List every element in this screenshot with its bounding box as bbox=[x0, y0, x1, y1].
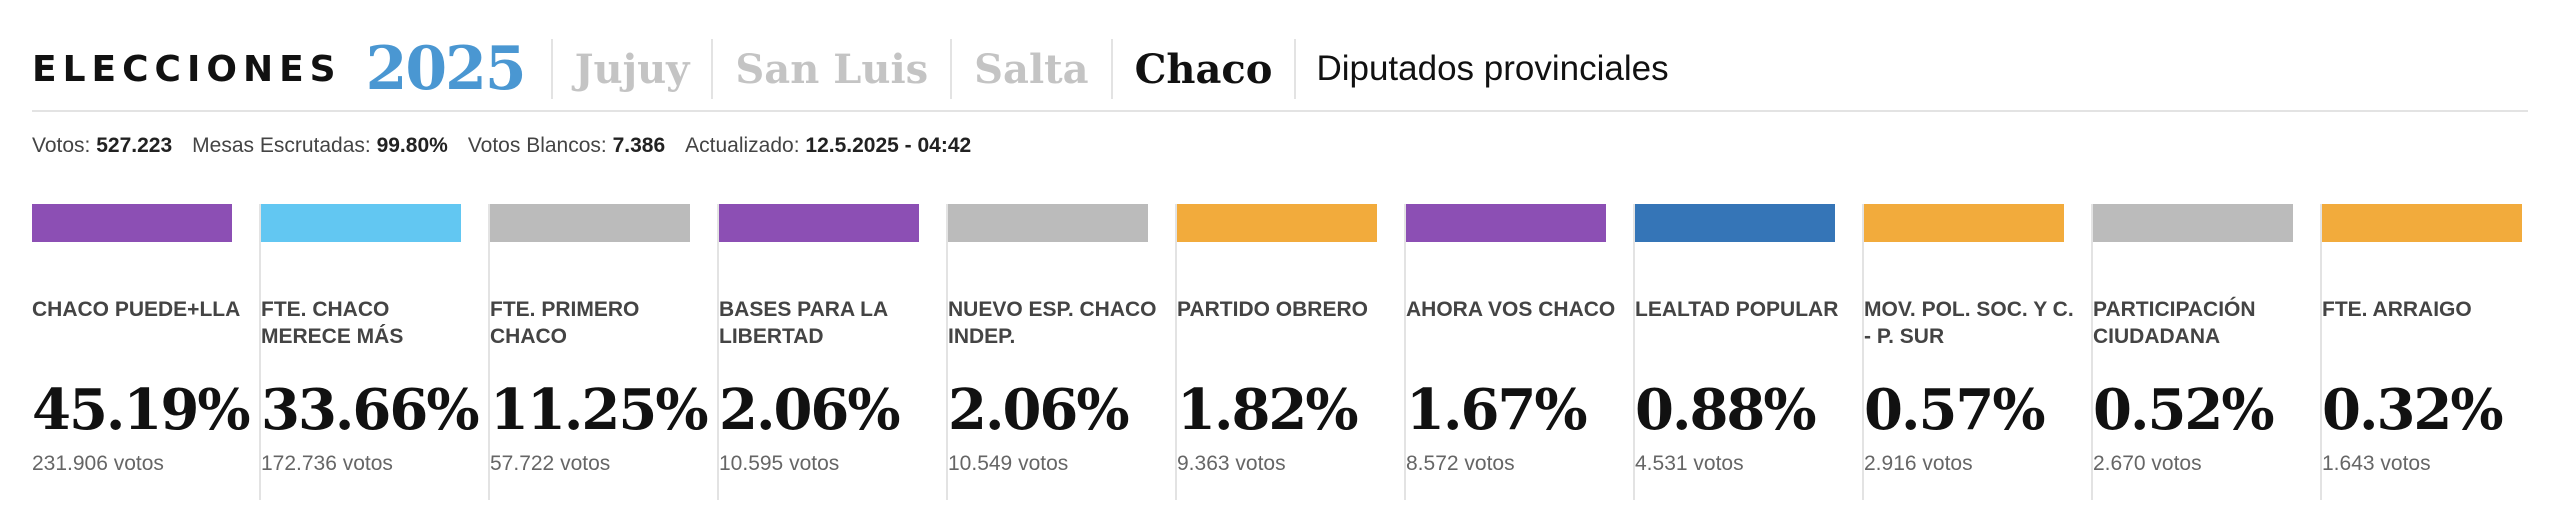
card-divider bbox=[717, 204, 719, 500]
card-divider bbox=[2091, 204, 2093, 500]
party-color-bar bbox=[1635, 204, 1835, 242]
header: ELECCIONES 2025 Jujuy San Luis Salta Cha… bbox=[32, 28, 2528, 112]
party-percentage: 0.88% bbox=[1635, 377, 1817, 443]
party-color-bar bbox=[1177, 204, 1377, 242]
party-percentage: 11.25% bbox=[490, 377, 709, 443]
party-color-bar bbox=[2322, 204, 2522, 242]
party-name: MOV. POL. SOC. Y C. - P. SUR bbox=[1864, 298, 2074, 348]
party-name: FTE. ARRAIGO bbox=[2322, 298, 2472, 321]
party-name: BASES PARA LA LIBERTAD bbox=[719, 298, 888, 348]
party-color-bar bbox=[1406, 204, 1606, 242]
card-divider bbox=[946, 204, 948, 500]
party-percentage: 1.82% bbox=[1177, 377, 1359, 443]
brand-year: 2025 bbox=[365, 34, 527, 104]
results-cards: CHACO PUEDE+LLA 45.19% 231.906 votos FTE. C… bbox=[0, 204, 2560, 500]
nav-item-salta[interactable]: Salta bbox=[950, 39, 1110, 99]
party-name: AHORA VOS CHACO bbox=[1406, 298, 1616, 321]
party-card[interactable]: MOV. POL. SOC. Y C. - P. SUR 0.57% 2.916 v… bbox=[1864, 204, 2093, 500]
party-name: PARTIDO OBRERO bbox=[1177, 298, 1368, 321]
party-card[interactable]: FTE. ARRAIGO 0.32% 1.643 votos bbox=[2322, 204, 2551, 500]
party-name: NUEVO ESP. CHACO INDEP. bbox=[948, 298, 1157, 348]
party-card[interactable]: LEALTAD POPULAR 0.88% 4.531 votos bbox=[1635, 204, 1864, 500]
party-color-bar bbox=[2093, 204, 2293, 242]
party-votes: 4.531 votos bbox=[1635, 452, 1744, 475]
card-divider bbox=[2320, 204, 2322, 500]
party-votes: 9.363 votos bbox=[1177, 452, 1286, 475]
card-divider bbox=[1633, 204, 1635, 500]
party-color-bar bbox=[32, 204, 232, 242]
nav-item-jujuy[interactable]: Jujuy bbox=[550, 39, 712, 99]
party-votes: 8.572 votos bbox=[1406, 452, 1515, 475]
summary-stats: Votos: 527.223 Mesas Escrutadas: 99.80% … bbox=[32, 134, 991, 158]
party-color-bar bbox=[1864, 204, 2064, 242]
party-card[interactable]: PARTIDO OBRERO 1.82% 9.363 votos bbox=[1177, 204, 1406, 500]
card-divider bbox=[488, 204, 490, 500]
party-card[interactable]: BASES PARA LA LIBERTAD 2.06% 10.595 votos bbox=[719, 204, 948, 500]
party-color-bar bbox=[261, 204, 461, 242]
stat-votos: Votos: 527.223 bbox=[32, 134, 173, 157]
party-percentage: 2.06% bbox=[719, 377, 901, 443]
party-percentage: 33.66% bbox=[261, 377, 480, 443]
party-name: PARTICIPACIÓN CIUDADANA bbox=[2093, 298, 2256, 348]
card-divider bbox=[259, 204, 261, 500]
card-divider bbox=[1862, 204, 1864, 500]
card-divider bbox=[1404, 204, 1406, 500]
party-name: FTE. CHACO MERECE MÁS bbox=[261, 298, 404, 348]
province-nav: Jujuy San Luis Salta Chaco bbox=[550, 39, 1295, 99]
party-percentage: 45.19% bbox=[32, 377, 251, 443]
party-votes: 1.643 votos bbox=[2322, 452, 2431, 475]
party-votes: 2.916 votos bbox=[1864, 452, 1973, 475]
party-votes: 57.722 votos bbox=[490, 452, 611, 475]
party-card[interactable]: AHORA VOS CHACO 1.67% 8.572 votos bbox=[1406, 204, 1635, 500]
nav-item-san-luis[interactable]: San Luis bbox=[711, 39, 950, 99]
party-card[interactable]: NUEVO ESP. CHACO INDEP. 2.06% 10.549 votos bbox=[948, 204, 1177, 500]
party-color-bar bbox=[719, 204, 919, 242]
party-name: LEALTAD POPULAR bbox=[1635, 298, 1839, 321]
party-card[interactable]: FTE. CHACO MERECE MÁS 33.66% 172.736 votos bbox=[261, 204, 490, 500]
party-card[interactable]: CHACO PUEDE+LLA 45.19% 231.906 votos bbox=[32, 204, 261, 500]
party-percentage: 0.32% bbox=[2322, 377, 2504, 443]
stat-mesas: Mesas Escrutadas: 99.80% bbox=[192, 134, 448, 157]
party-percentage: 1.67% bbox=[1406, 377, 1588, 443]
party-name: CHACO PUEDE+LLA bbox=[32, 298, 241, 321]
stat-blancos: Votos Blancos: 7.386 bbox=[467, 134, 666, 157]
card-divider bbox=[1175, 204, 1177, 500]
party-votes: 231.906 votos bbox=[32, 452, 164, 475]
party-votes: 10.549 votos bbox=[948, 452, 1069, 475]
party-name: FTE. PRIMERO CHACO bbox=[490, 298, 640, 348]
stat-actualizado: Actualizado: 12.5.2025 - 04:42 bbox=[685, 134, 972, 157]
party-votes: 10.595 votos bbox=[719, 452, 840, 475]
brand-logo[interactable]: ELECCIONES 2025 bbox=[32, 34, 527, 104]
category-title: Diputados provinciales bbox=[1294, 39, 1688, 99]
party-card[interactable]: PARTICIPACIÓN CIUDADANA 0.52% 2.670 votos bbox=[2093, 204, 2322, 500]
party-percentage: 0.57% bbox=[1864, 377, 2046, 443]
party-votes: 2.670 votos bbox=[2093, 452, 2202, 475]
party-card[interactable]: FTE. PRIMERO CHACO 11.25% 57.722 votos bbox=[490, 204, 719, 500]
brand-title: ELECCIONES bbox=[32, 48, 342, 90]
party-color-bar bbox=[948, 204, 1148, 242]
party-percentage: 0.52% bbox=[2093, 377, 2275, 443]
party-color-bar bbox=[490, 204, 690, 242]
nav-item-chaco[interactable]: Chaco bbox=[1110, 39, 1295, 99]
party-votes: 172.736 votos bbox=[261, 452, 393, 475]
party-percentage: 2.06% bbox=[948, 377, 1130, 443]
